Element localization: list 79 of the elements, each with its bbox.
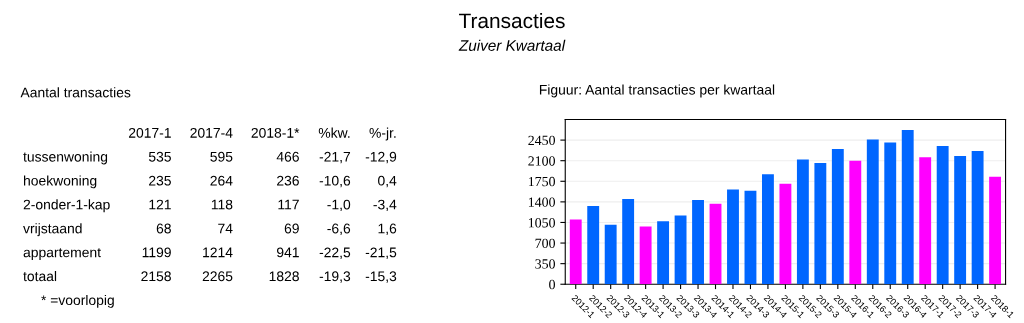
text: 1199 — [142, 247, 171, 258]
text: 595 — [210, 151, 233, 162]
bar — [709, 203, 722, 285]
text: 1828 — [269, 271, 299, 282]
text: 0,4 — [378, 175, 397, 188]
text: -3,4 — [373, 199, 397, 212]
text: -10,6 — [319, 175, 351, 188]
text: 68 — [156, 223, 171, 234]
text: 74 — [218, 223, 233, 234]
bar — [622, 198, 635, 285]
text: -1,0 — [327, 199, 351, 212]
bar — [587, 205, 600, 285]
bar — [884, 142, 897, 285]
bar — [936, 145, 949, 285]
text: 236 — [277, 175, 299, 186]
text: Zuiver Kwartaal — [458, 39, 566, 51]
bar — [657, 221, 670, 285]
bar — [954, 155, 967, 285]
bar — [796, 159, 809, 285]
text: 1214 — [203, 247, 233, 258]
category-label: %-jr. — [369, 127, 396, 141]
text: 535 — [148, 151, 171, 162]
text: Transacties — [459, 12, 565, 29]
text: -6,6 — [327, 223, 351, 236]
text: 69 — [284, 223, 299, 234]
y-tick-label: 2100 — [528, 156, 555, 166]
bar — [814, 163, 827, 285]
bar — [919, 157, 932, 285]
bar — [639, 226, 652, 285]
category-label: 2017-4 — [190, 127, 233, 138]
text: -12,9 — [365, 151, 397, 164]
category-label: 2018-1* — [251, 127, 300, 138]
category-label: 2-onder-1-kap — [23, 199, 110, 213]
chart-title: Figuur: Aantal transacties per kwartaal — [539, 84, 775, 98]
text: 941 — [277, 247, 299, 258]
bar — [989, 176, 1002, 285]
text: 2265 — [202, 271, 233, 282]
y-tick-label: 700 — [535, 238, 555, 249]
bar — [849, 160, 862, 285]
bar — [761, 174, 774, 285]
category-label: hoekwoning — [24, 175, 97, 189]
bar — [674, 215, 687, 285]
text: 118 — [211, 199, 233, 210]
bar — [831, 148, 844, 285]
bar — [604, 224, 617, 285]
category-label: tussenwoning — [23, 151, 108, 165]
bar — [779, 183, 792, 285]
bar — [971, 150, 984, 285]
text: -22,5 — [319, 247, 351, 259]
bar — [569, 219, 582, 285]
y-tick-label: 2450 — [528, 135, 555, 146]
text: 466 — [276, 151, 299, 162]
bar — [692, 200, 704, 285]
text: -21,7 — [319, 151, 351, 164]
text: Aantal transacties — [20, 87, 131, 98]
category-label: totaal — [23, 270, 57, 282]
text: 235 — [149, 175, 171, 186]
bar — [744, 190, 757, 285]
y-tick-label: 1050 — [528, 218, 555, 228]
text: 264 — [210, 175, 233, 186]
y-tick-label: 350 — [535, 259, 555, 269]
bar — [901, 130, 914, 285]
category-label: vrijstaand — [23, 223, 82, 237]
text: -21,5 — [365, 247, 397, 259]
category-label: %kw. — [318, 127, 350, 138]
text: * =voorlopig — [41, 294, 114, 308]
text: 1,6 — [378, 223, 397, 236]
category-label: appartement — [23, 248, 101, 261]
bar — [866, 139, 879, 285]
y-tick-label: 1400 — [528, 197, 555, 207]
bar — [727, 189, 739, 285]
y-tick-label: 1750 — [528, 176, 555, 187]
text: 2158 — [141, 271, 171, 282]
text: -15,3 — [365, 271, 397, 283]
text: -19,3 — [319, 271, 351, 283]
y-tick-label: 0 — [549, 279, 555, 290]
text: 117 — [278, 199, 299, 210]
category-label: 2017-1 — [128, 127, 171, 138]
text: 121 — [149, 199, 171, 210]
